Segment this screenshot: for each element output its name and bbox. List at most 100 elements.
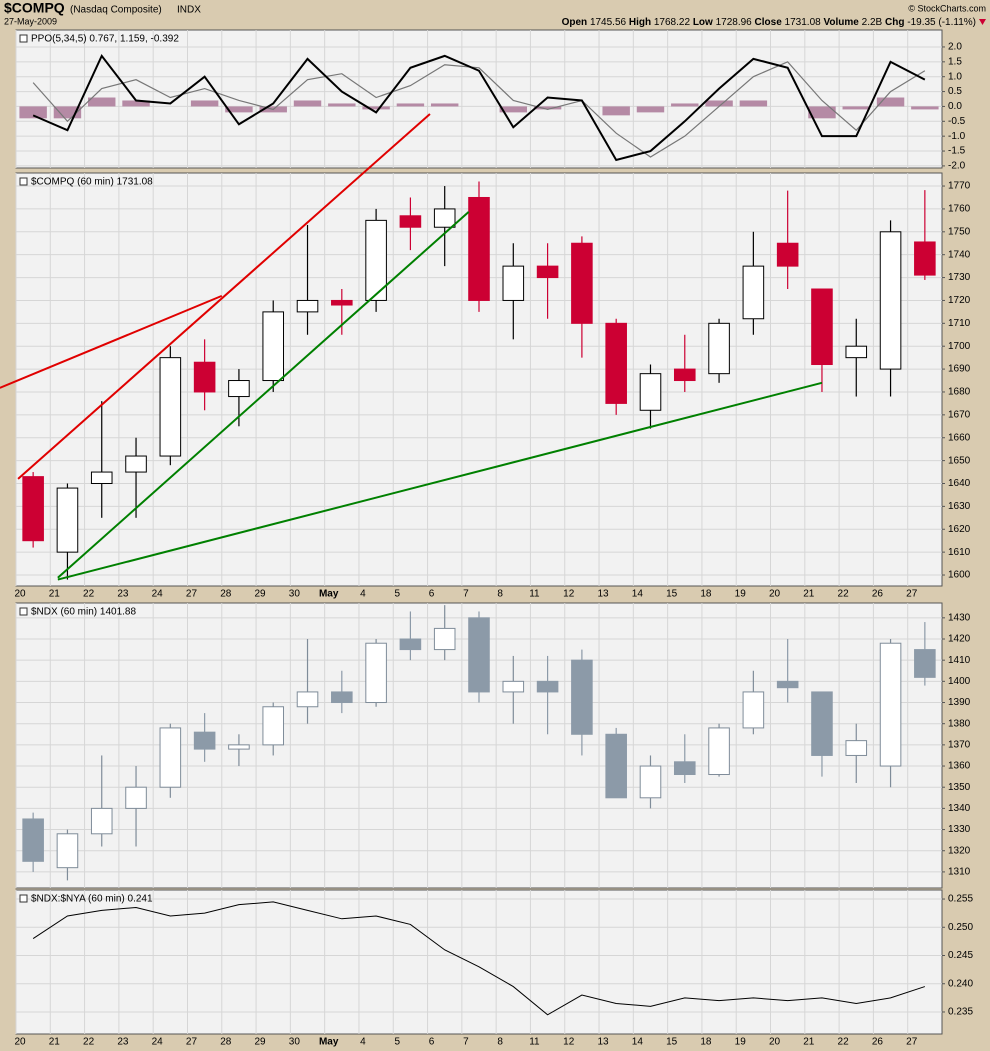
y-tick-label: 1340 <box>948 803 971 814</box>
histogram-bar <box>328 103 356 107</box>
x-tick-label: 23 <box>117 589 129 600</box>
x-tick-label: 20 <box>769 589 781 600</box>
candle-body <box>296 691 319 708</box>
y-tick-label: 1390 <box>948 697 971 708</box>
x-tick-label: 6 <box>429 589 435 600</box>
histogram-bar <box>499 106 528 113</box>
candle-body <box>776 680 799 689</box>
x-tick-label: 13 <box>597 1037 609 1048</box>
panel-legend: $NDX:$NYA (60 min) 0.241 <box>31 894 153 905</box>
x-tick-label: 19 <box>735 589 747 600</box>
x-tick-label: 12 <box>563 1037 575 1048</box>
candle-body <box>673 761 696 776</box>
histogram-bar <box>808 106 836 119</box>
y-tick-label: 1670 <box>948 409 971 420</box>
x-tick-label: 22 <box>838 1037 850 1048</box>
candle-body <box>914 241 936 276</box>
panel-legend: $NDX (60 min) 1401.88 <box>31 607 136 618</box>
x-tick-label: 24 <box>152 1037 164 1048</box>
histogram-bar <box>53 106 82 119</box>
x-tick-label: 26 <box>872 589 884 600</box>
x-tick-label: 11 <box>529 589 540 600</box>
candle-body <box>845 740 868 756</box>
x-tick-label: 28 <box>220 1037 232 1048</box>
x-tick-label: 22 <box>838 589 850 600</box>
symbol-name: (Nasdaq Composite) <box>70 5 162 16</box>
x-tick-label: 14 <box>632 1037 644 1048</box>
candle-body <box>433 208 456 228</box>
histogram-bar <box>88 97 116 107</box>
candle-body <box>536 265 559 279</box>
histogram-bar <box>533 106 562 110</box>
histogram-bar <box>362 106 390 110</box>
histogram-bar <box>705 100 733 107</box>
histogram-bar <box>19 106 47 119</box>
legend-icon <box>19 894 28 903</box>
stat-value: -19.35 (-1.11%) <box>907 17 976 28</box>
y-tick-label: 1330 <box>948 824 971 835</box>
candle-body <box>536 680 559 693</box>
stat-label: High <box>629 17 651 28</box>
candle-body <box>159 727 182 788</box>
stat-value: 1728.96 <box>716 17 753 28</box>
y-tick-label: 0.0 <box>948 101 962 112</box>
y-tick-label: 1700 <box>948 341 971 352</box>
line <box>32 53 926 162</box>
y-tick-label: 1650 <box>948 455 971 466</box>
y-tick-label: 1660 <box>948 432 971 443</box>
stat-label: Volume <box>823 17 859 28</box>
x-tick-label: 14 <box>632 589 644 600</box>
x-tick-label: 5 <box>394 1037 400 1048</box>
candle-body <box>776 242 799 267</box>
legend-icon <box>19 607 28 616</box>
x-tick-label: 12 <box>563 589 575 600</box>
x-tick-label: 27 <box>906 1037 918 1048</box>
candle-body <box>639 765 662 799</box>
candle-body <box>502 265 525 301</box>
y-tick-label: 1370 <box>948 740 971 751</box>
y-tick-label: 1.0 <box>948 71 962 82</box>
stat-value: 1745.56 <box>590 17 627 28</box>
x-tick-label: 20 <box>14 1037 26 1048</box>
x-tick-label: 18 <box>700 1037 712 1048</box>
trendline <box>57 211 470 579</box>
x-tick-label: 21 <box>49 589 61 600</box>
x-tick-label: 15 <box>666 589 678 600</box>
x-tick-label: 29 <box>255 589 267 600</box>
candle-body <box>605 322 627 404</box>
histogram-bar <box>602 106 630 116</box>
candle-body <box>879 231 902 370</box>
candle-body <box>742 691 765 729</box>
x-tick-label: 29 <box>255 1037 267 1048</box>
y-tick-label: 1630 <box>948 501 971 512</box>
x-tick-label: 11 <box>529 1037 540 1048</box>
candle-body <box>331 299 353 306</box>
x-tick-label: 26 <box>872 1037 884 1048</box>
y-tick-label: 0.245 <box>948 950 973 961</box>
candle-body <box>22 476 44 542</box>
line <box>32 901 926 1016</box>
y-tick-label: 1730 <box>948 272 971 283</box>
histogram-bar <box>225 106 253 113</box>
candle-body <box>708 727 730 776</box>
y-tick-label: 1350 <box>948 782 971 793</box>
x-tick-label: 4 <box>360 1037 366 1048</box>
x-tick-label: May <box>319 589 339 600</box>
x-tick-label: 27 <box>186 589 198 600</box>
x-tick-label: 15 <box>666 1037 678 1048</box>
y-tick-label: 1430 <box>948 612 971 623</box>
candle-body <box>399 215 422 228</box>
x-tick-label: 27 <box>906 589 918 600</box>
panel <box>15 29 943 169</box>
y-tick-label: 2.0 <box>948 42 962 53</box>
y-tick-label: 1640 <box>948 478 971 489</box>
x-tick-label: 19 <box>735 1037 747 1048</box>
x-tick-label: 7 <box>463 1037 469 1048</box>
candle-body <box>845 345 868 359</box>
y-tick-label: 1760 <box>948 204 971 215</box>
x-tick-label: 21 <box>49 1037 61 1048</box>
candle-body <box>433 627 456 651</box>
x-tick-label: 27 <box>186 1037 198 1048</box>
y-tick-label: 1620 <box>948 524 971 535</box>
